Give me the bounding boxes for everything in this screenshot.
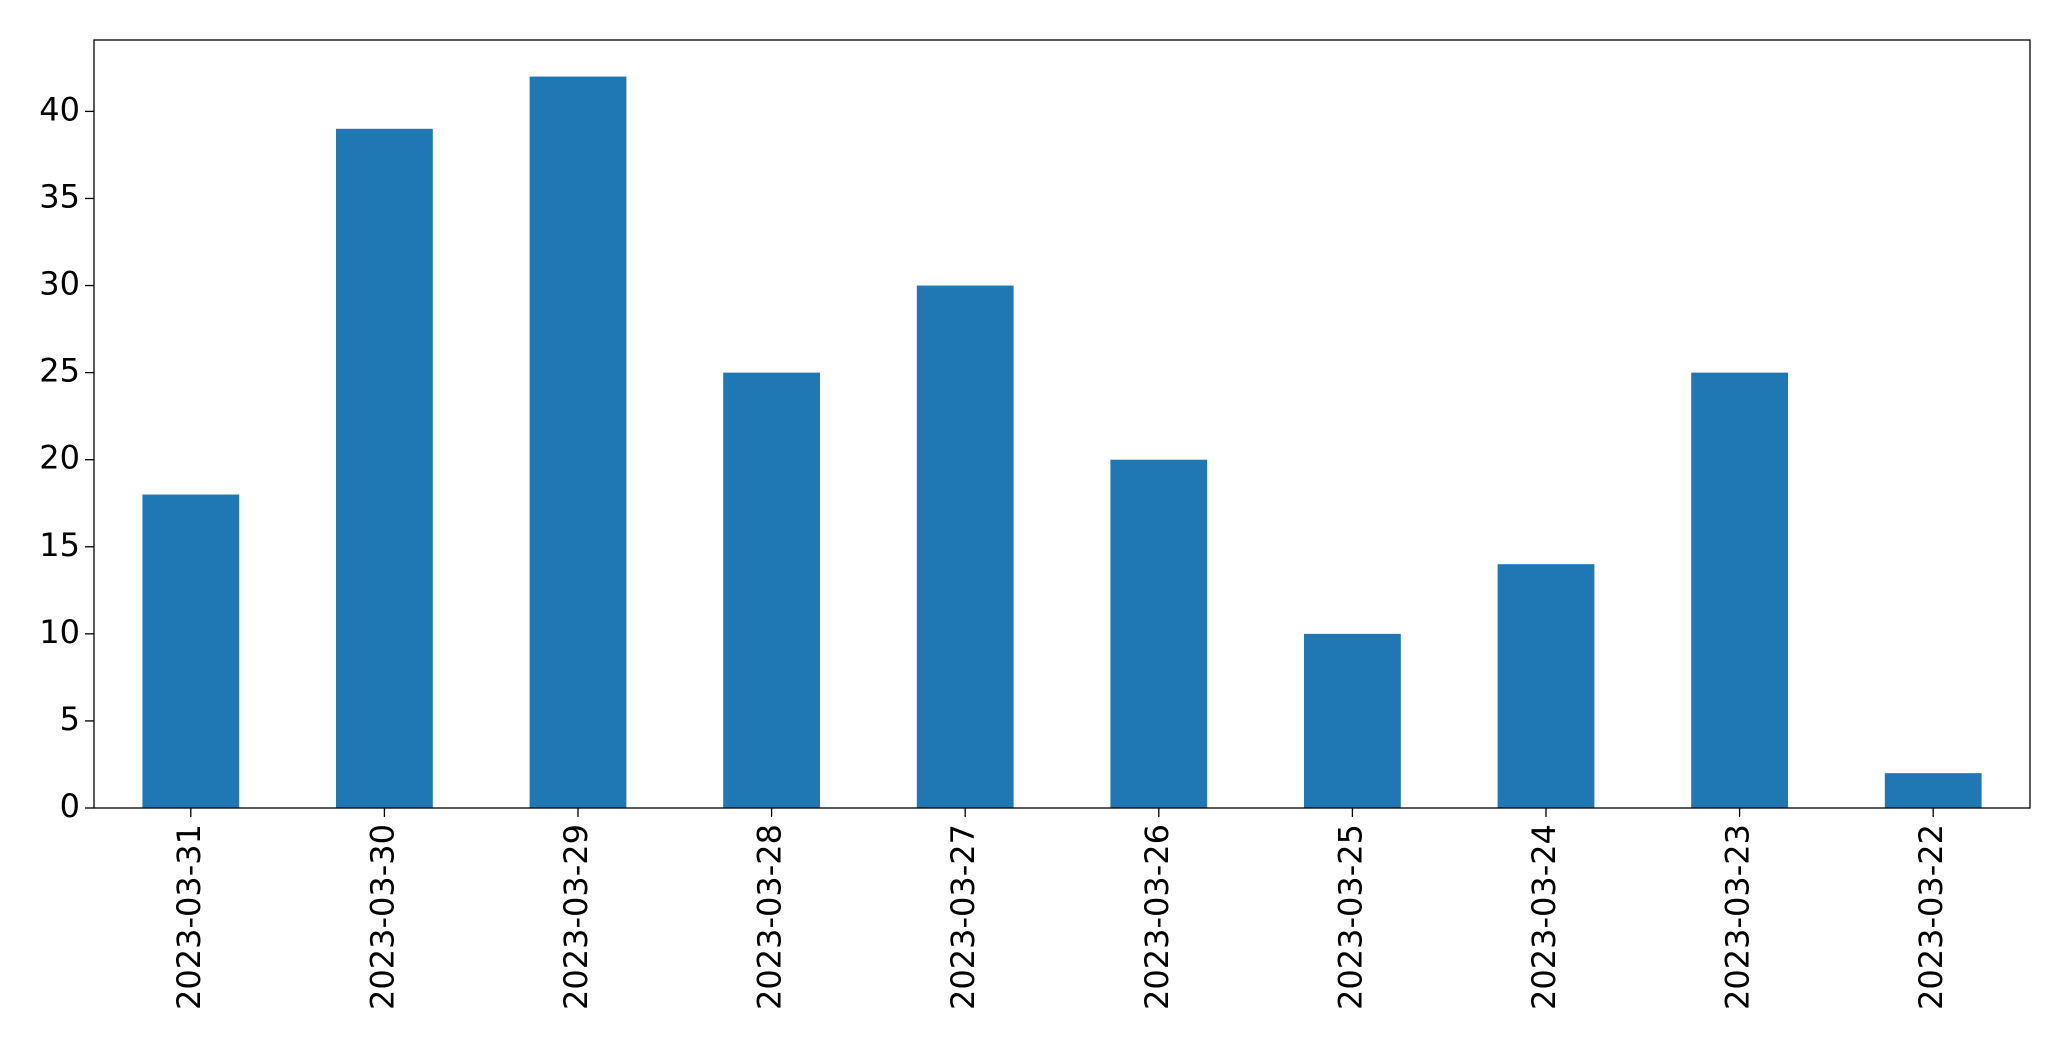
bar [1691, 372, 1788, 808]
bar [529, 76, 627, 809]
y-tick-label: 25 [39, 352, 80, 390]
y-tick-label: 30 [39, 265, 80, 303]
x-tick-label: 2023-03-30 [363, 824, 401, 1010]
bar [1110, 459, 1208, 808]
x-tick-label: 2023-03-26 [1138, 824, 1176, 1010]
x-tick-label: 2023-03-25 [1331, 824, 1369, 1010]
bar [916, 285, 1014, 808]
x-tick-label: 2023-03-31 [170, 824, 208, 1010]
bar [1497, 564, 1595, 808]
bar [336, 128, 433, 808]
bar [1884, 773, 1982, 808]
x-tick-label: 2023-03-28 [751, 824, 789, 1010]
bar [1304, 633, 1401, 808]
y-tick-label: 15 [39, 526, 80, 564]
bar [723, 372, 820, 808]
y-tick-label: 20 [39, 439, 80, 477]
x-tick-label: 2023-03-29 [557, 824, 595, 1010]
y-tick-label: 35 [39, 177, 80, 215]
x-tick-label: 2023-03-27 [944, 824, 982, 1010]
plot-frame [93, 39, 2031, 809]
y-tick-label: 40 [39, 90, 80, 128]
y-tick-label: 0 [60, 787, 80, 825]
y-tick-label: 5 [60, 700, 80, 738]
x-tick-label: 2023-03-24 [1525, 824, 1563, 1010]
y-tick-label: 10 [39, 613, 80, 651]
x-tick-label: 2023-03-22 [1912, 824, 1950, 1010]
bar [142, 494, 240, 808]
x-tick-label: 2023-03-23 [1719, 824, 1757, 1010]
